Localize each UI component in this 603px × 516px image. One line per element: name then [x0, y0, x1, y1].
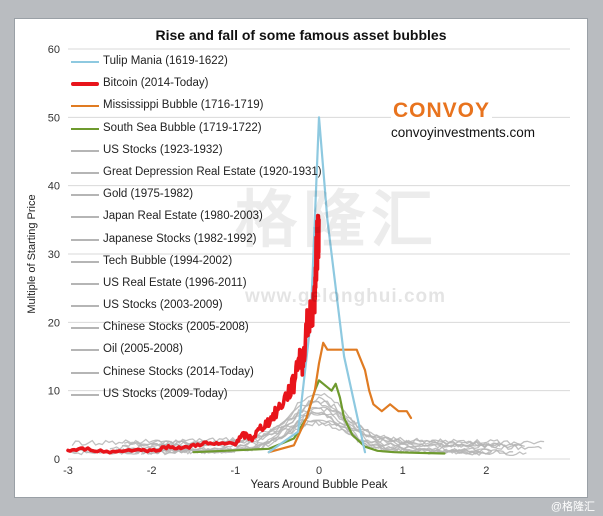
legend-label: US Stocks (2009-Today)	[103, 387, 228, 400]
legend-swatch	[71, 305, 99, 308]
legend-item: Mississippi Bubble (1716-1719)	[71, 99, 323, 121]
legend-swatch	[71, 282, 99, 285]
legend-label: Chinese Stocks (2005-2008)	[103, 321, 249, 334]
brand-url: convoyinvestments.com	[391, 125, 536, 140]
brand-logo: CONVOY	[391, 99, 493, 123]
chart-legend: Tulip Mania (1619-1622) Bitcoin (2014-Tod…	[71, 55, 323, 410]
x-tick-label: -3	[63, 465, 73, 477]
y-tick-label: 10	[48, 386, 60, 398]
legend-swatch	[71, 260, 99, 263]
legend-swatch	[71, 238, 99, 241]
x-tick-label: -2	[147, 465, 157, 477]
legend-swatch	[71, 327, 99, 330]
legend-label: Tech Bubble (1994-2002)	[103, 254, 233, 267]
legend-label: US Stocks (2003-2009)	[103, 299, 223, 312]
legend-label: US Stocks (1923-1932)	[103, 143, 223, 156]
legend-item: South Sea Bubble (1719-1722)	[71, 122, 323, 144]
legend-swatch	[71, 82, 99, 87]
legend-swatch	[71, 149, 99, 152]
chart-panel: Rise and fall of some famous asset bubbl…	[14, 18, 588, 498]
brand-block: CONVOY convoyinvestments.com	[391, 99, 535, 140]
legend-item: Japanese Stocks (1982-1992)	[71, 233, 323, 255]
x-tick-label: 2	[483, 465, 489, 477]
legend-item: Oil (2005-2008)	[71, 343, 323, 365]
legend-swatch	[71, 349, 99, 352]
legend-swatch	[71, 105, 99, 108]
legend-item: US Real Estate (1996-2011)	[71, 277, 323, 299]
y-tick-label: 50	[48, 112, 60, 124]
y-tick-label: 60	[48, 44, 60, 56]
x-tick-label: -1	[230, 465, 240, 477]
chart-title: Rise and fall of some famous asset bubbl…	[155, 27, 447, 43]
legend-item: US Stocks (1923-1932)	[71, 144, 323, 166]
legend-item: Tech Bubble (1994-2002)	[71, 255, 323, 277]
y-axis-title: Multiple of Starting Price	[26, 194, 38, 313]
legend-swatch	[71, 171, 99, 174]
legend-item: US Stocks (2003-2009)	[71, 299, 323, 321]
x-tick-label: 1	[400, 465, 406, 477]
x-tick-label: 0	[316, 465, 322, 477]
legend-swatch	[71, 127, 99, 130]
legend-swatch	[71, 216, 99, 219]
legend-label: Oil (2005-2008)	[103, 343, 183, 356]
series-line-tulip-mania-1619-1622-	[267, 116, 367, 454]
x-axis-title: Years Around Bubble Peak	[250, 479, 387, 491]
legend-label: US Real Estate (1996-2011)	[103, 276, 247, 289]
legend-swatch	[71, 61, 99, 63]
legend-item: Chinese Stocks (2014-Today)	[71, 366, 323, 388]
y-tick-label: 40	[48, 181, 60, 193]
legend-label: Japan Real Estate (1980-2003)	[103, 210, 263, 223]
legend-label: Bitcoin (2014-Today)	[103, 77, 209, 90]
legend-label: Mississippi Bubble (1716-1719)	[103, 99, 264, 112]
legend-item: Japan Real Estate (1980-2003)	[71, 210, 323, 232]
legend-item: Great Depression Real Estate (1920-1931)	[71, 166, 323, 188]
legend-label: Chinese Stocks (2014-Today)	[103, 365, 254, 378]
watermark-chinese: 格隆汇	[235, 186, 440, 255]
legend-swatch	[71, 371, 99, 374]
legend-item: Chinese Stocks (2005-2008)	[71, 321, 323, 343]
legend-label: Tulip Mania (1619-1622)	[103, 55, 228, 67]
y-tick-label: 30	[48, 249, 60, 261]
series-line-bitcoin-2014-today-	[66, 213, 321, 455]
legend-swatch	[71, 194, 99, 197]
legend-label: South Sea Bubble (1719-1722)	[103, 121, 262, 134]
y-tick-label: 0	[54, 454, 60, 466]
credit-label: @格隆汇	[550, 501, 595, 513]
watermark-url: www.gelonghui.com	[245, 286, 447, 307]
chart-plot: 0 10 20 30 40 50 60 -3 -2 -1 0 1 2 Years Around Bubbl…	[26, 44, 570, 491]
series-line-chinese-stocks-2014-today-	[123, 419, 500, 447]
legend-label: Great Depression Real Estate (1920-1931)	[103, 165, 322, 178]
legend-item: Tulip Mania (1619-1622)	[71, 55, 323, 77]
legend-swatch	[71, 393, 99, 396]
legend-item: Bitcoin (2014-Today)	[71, 77, 323, 99]
legend-item: Gold (1975-1982)	[71, 188, 323, 210]
legend-label: Gold (1975-1982)	[103, 188, 194, 201]
series-line-mississippi-bubble-1716-1719-	[267, 341, 413, 454]
legend-label: Japanese Stocks (1982-1992)	[103, 232, 257, 245]
y-tick-label: 20	[48, 317, 60, 329]
legend-item: US Stocks (2009-Today)	[71, 388, 323, 410]
